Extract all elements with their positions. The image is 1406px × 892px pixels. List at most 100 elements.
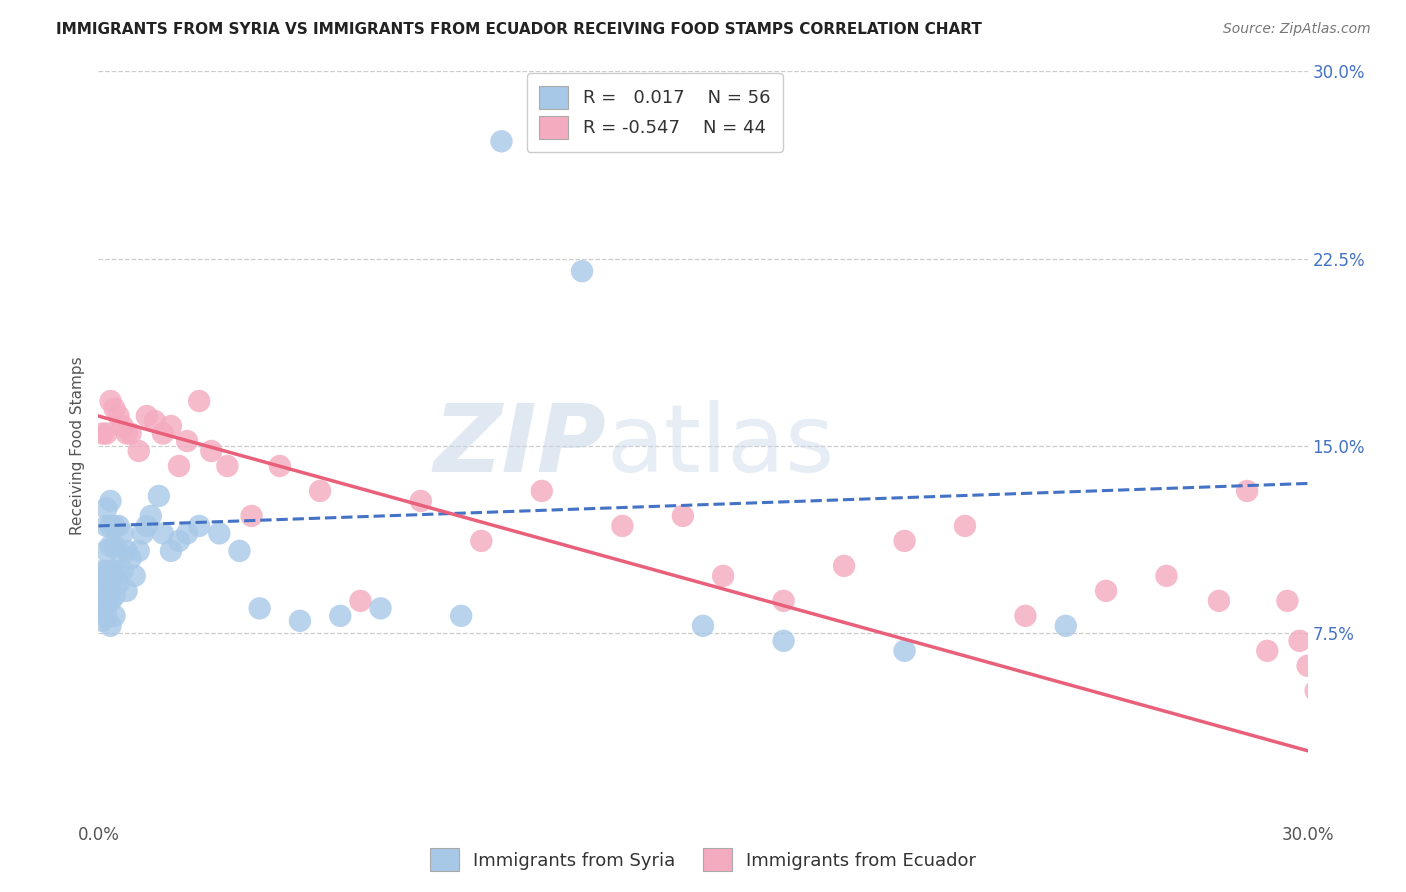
Point — [176, 434, 198, 448]
Point — [893, 644, 915, 658]
Point — [1316, 708, 1339, 723]
Point — [288, 614, 311, 628]
Point — [91, 614, 114, 628]
Point — [111, 564, 134, 578]
Point — [120, 426, 142, 441]
Point — [111, 419, 134, 434]
Point — [692, 619, 714, 633]
Point — [124, 569, 146, 583]
Point — [96, 576, 118, 591]
Point — [208, 526, 231, 541]
Point — [100, 519, 122, 533]
Point — [107, 576, 129, 591]
Point — [470, 533, 492, 548]
Point — [100, 564, 122, 578]
Point — [91, 426, 114, 441]
Point — [107, 519, 129, 533]
Point — [96, 519, 118, 533]
Point — [103, 589, 125, 603]
Point — [1305, 683, 1327, 698]
Point — [103, 608, 125, 623]
Point — [240, 508, 263, 523]
Point — [132, 526, 155, 541]
Point — [128, 444, 150, 458]
Point — [1296, 658, 1319, 673]
Point — [91, 589, 114, 603]
Point — [491, 134, 513, 148]
Point — [772, 594, 794, 608]
Point — [100, 539, 122, 553]
Point — [139, 508, 162, 523]
Point — [107, 409, 129, 423]
Point — [530, 483, 553, 498]
Point — [672, 508, 695, 523]
Point — [1236, 483, 1258, 498]
Point — [107, 544, 129, 558]
Point — [176, 526, 198, 541]
Point — [96, 594, 118, 608]
Point — [160, 419, 183, 434]
Point — [1156, 569, 1178, 583]
Point — [167, 533, 190, 548]
Point — [1054, 619, 1077, 633]
Point — [100, 494, 122, 508]
Point — [115, 583, 138, 598]
Point — [91, 564, 114, 578]
Point — [188, 519, 211, 533]
Point — [309, 483, 332, 498]
Point — [249, 601, 271, 615]
Y-axis label: Receiving Food Stamps: Receiving Food Stamps — [69, 357, 84, 535]
Point — [103, 564, 125, 578]
Point — [103, 519, 125, 533]
Point — [1208, 594, 1230, 608]
Point — [115, 426, 138, 441]
Point — [91, 601, 114, 615]
Point — [96, 501, 118, 516]
Point — [167, 458, 190, 473]
Point — [1014, 608, 1036, 623]
Point — [111, 526, 134, 541]
Point — [409, 494, 432, 508]
Point — [100, 394, 122, 409]
Point — [115, 544, 138, 558]
Point — [152, 526, 174, 541]
Point — [1256, 644, 1278, 658]
Point — [128, 544, 150, 558]
Legend: Immigrants from Syria, Immigrants from Ecuador: Immigrants from Syria, Immigrants from E… — [423, 841, 983, 879]
Point — [91, 576, 114, 591]
Text: Source: ZipAtlas.com: Source: ZipAtlas.com — [1223, 22, 1371, 37]
Point — [772, 633, 794, 648]
Point — [100, 576, 122, 591]
Point — [1095, 583, 1118, 598]
Point — [96, 426, 118, 441]
Point — [96, 564, 118, 578]
Point — [96, 544, 118, 558]
Point — [103, 539, 125, 553]
Point — [832, 558, 855, 573]
Point — [148, 489, 170, 503]
Point — [188, 394, 211, 409]
Text: ZIP: ZIP — [433, 400, 606, 492]
Point — [370, 601, 392, 615]
Point — [143, 414, 166, 428]
Point — [120, 551, 142, 566]
Point — [1288, 633, 1310, 648]
Point — [329, 608, 352, 623]
Point — [96, 608, 118, 623]
Point — [450, 608, 472, 623]
Point — [571, 264, 593, 278]
Point — [103, 401, 125, 416]
Text: atlas: atlas — [606, 400, 835, 492]
Point — [228, 544, 250, 558]
Point — [135, 409, 157, 423]
Point — [612, 519, 634, 533]
Legend: R =   0.017    N = 56, R = -0.547    N = 44: R = 0.017 N = 56, R = -0.547 N = 44 — [527, 73, 783, 152]
Point — [269, 458, 291, 473]
Text: IMMIGRANTS FROM SYRIA VS IMMIGRANTS FROM ECUADOR RECEIVING FOOD STAMPS CORRELATI: IMMIGRANTS FROM SYRIA VS IMMIGRANTS FROM… — [56, 22, 983, 37]
Point — [1277, 594, 1299, 608]
Point — [200, 444, 222, 458]
Point — [217, 458, 239, 473]
Point — [100, 594, 122, 608]
Point — [711, 569, 734, 583]
Point — [160, 544, 183, 558]
